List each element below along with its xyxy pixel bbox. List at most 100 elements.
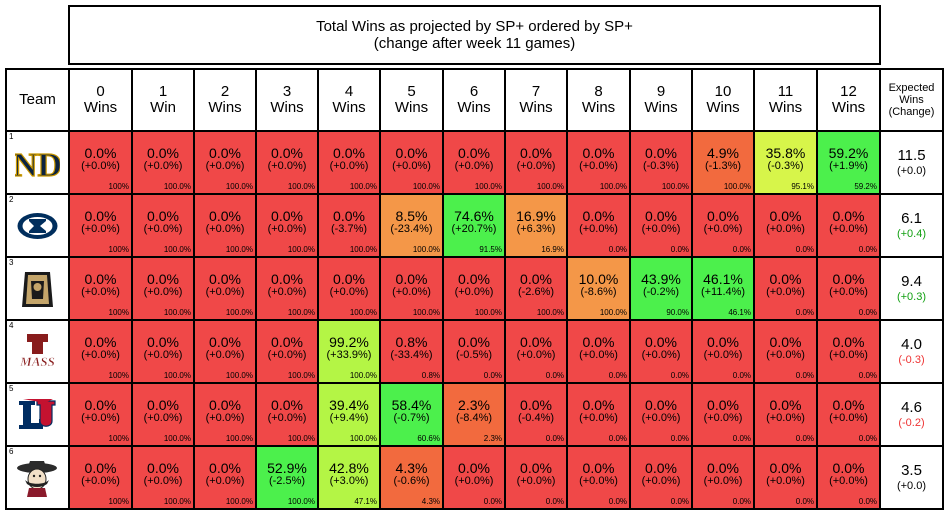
win-probability: 0.0% — [209, 208, 241, 224]
cumulative-probability: 0.0% — [483, 497, 502, 506]
cumulative-probability: 100% — [108, 434, 129, 443]
win-probability: 0.0% — [645, 334, 677, 350]
cumulative-probability: 0.0% — [545, 371, 564, 380]
win-probability-cell: 0.8% (-33.4%) 0.8% — [379, 319, 444, 384]
cumulative-probability: 100% — [108, 497, 129, 506]
probability-change: (+0.0%) — [267, 286, 307, 298]
win-probability: 0.0% — [582, 460, 615, 476]
win-probability: 0.0% — [832, 334, 865, 350]
probability-change: (+0.0%) — [81, 286, 120, 298]
win-probability-cell: 0.0% (+0.0%) 100.0% — [131, 382, 195, 447]
win-probability: 52.9% — [267, 460, 307, 476]
probability-change: (-0.5%) — [455, 349, 493, 361]
cumulative-probability: 0.8% — [421, 371, 440, 380]
cumulative-probability: 16.9% — [541, 245, 564, 254]
win-probability: 0.0% — [84, 397, 117, 413]
win-probability-cell: 0.0% (+0.0%) 100.0% — [504, 130, 568, 195]
win-column-number: 8 — [594, 83, 603, 100]
cumulative-probability: 0.0% — [858, 371, 877, 380]
win-probability: 0.0% — [582, 208, 615, 224]
win-probability-cell: 0.0% (-2.6%) 100.0% — [504, 256, 568, 321]
probability-change: (+0.0%) — [267, 160, 307, 172]
win-column-number: 7 — [531, 83, 541, 100]
win-probability: 0.0% — [769, 208, 802, 224]
probability-change: (+0.0%) — [81, 412, 120, 424]
probability-change: (+0.0%) — [329, 286, 369, 298]
cumulative-probability: 100.0% — [349, 308, 377, 317]
win-column-number: 6 — [469, 83, 479, 100]
expected-wins-change: (-0.2) — [898, 417, 925, 429]
win-probability-cell: 0.0% (+0.0%) 0.0% — [753, 193, 818, 258]
probability-change: (+0.0%) — [703, 349, 743, 361]
win-column-word: Wins — [332, 99, 366, 116]
probability-change: (+0.0%) — [579, 223, 618, 235]
win-probability-cell: 0.0% (-0.3%) 100.0% — [629, 130, 693, 195]
probability-change: (+0.0%) — [766, 349, 805, 361]
win-column-word: Wins — [581, 99, 616, 116]
probability-change: (-0.3%) — [767, 160, 804, 172]
win-probability: 0.0% — [832, 208, 865, 224]
cumulative-probability: 0.0% — [608, 434, 627, 443]
win-column-word: Wins — [706, 99, 740, 116]
win-probability: 0.0% — [147, 397, 179, 413]
cumulative-probability: 90.0% — [666, 308, 689, 317]
win-probability-cell: 0.0% (+0.0%) 0.0% — [753, 319, 818, 384]
win-probability: 0.0% — [769, 460, 802, 476]
cumulative-probability: 100.0% — [225, 371, 253, 380]
probability-change: (+0.0%) — [703, 475, 743, 487]
win-column-header: 1 Win — [131, 68, 195, 132]
probability-change: (+0.0%) — [143, 160, 183, 172]
chart-title-line2: (change after week 11 games) — [373, 35, 576, 52]
team-cell: 5 — [5, 382, 70, 447]
cumulative-probability: 0.0% — [483, 371, 502, 380]
probability-change: (+0.0%) — [579, 160, 618, 172]
win-probability-cell: 0.0% (+0.0%) 100.0% — [379, 256, 444, 321]
win-probability: 0.0% — [395, 145, 428, 161]
probability-change: (+0.0%) — [205, 475, 245, 487]
probability-change: (+0.0%) — [143, 223, 183, 235]
win-probability-cell: 0.0% (+0.0%) 100% — [68, 445, 133, 510]
probability-change: (+0.0%) — [766, 286, 805, 298]
probability-change: (+0.0%) — [267, 349, 307, 361]
cumulative-probability: 46.1% — [728, 308, 751, 317]
win-probability-cell: 0.0% (+0.0%) 0.0% — [816, 256, 881, 321]
win-column-header: 10 Wins — [691, 68, 755, 132]
probability-change: (+3.0%) — [329, 475, 369, 487]
win-probability-cell: 0.0% (+0.0%) 100.0% — [193, 319, 257, 384]
table-row: 2 0.0% (+0.0%) 100% 0.0% (+0.0%) 100.0% 0.0% (+0… — [5, 193, 944, 258]
win-column-number: 4 — [344, 83, 354, 100]
probability-change: (+0.0%) — [267, 223, 307, 235]
probability-change: (+0.0%) — [766, 412, 805, 424]
win-probability-cell: 0.0% (+0.0%) 100.0% — [131, 193, 195, 258]
notre-dame-logo: ND — [12, 143, 62, 184]
win-column-number: 5 — [407, 83, 416, 100]
cumulative-probability: 100% — [108, 182, 129, 191]
win-probability-cell: 58.4% (-0.7%) 60.6% — [379, 382, 444, 447]
probability-change: (-8.6%) — [580, 286, 617, 298]
win-probability: 39.4% — [329, 397, 369, 413]
probability-change: (+0.0%) — [329, 160, 369, 172]
win-probability-cell: 0.0% (+0.0%) 0.0% — [691, 193, 755, 258]
win-probability-cell: 2.3% (-8.4%) 2.3% — [442, 382, 506, 447]
win-probability-cell: 0.0% (+0.0%) 0.0% — [753, 256, 818, 321]
win-probability-cell: 0.0% (+0.0%) 100% — [68, 319, 133, 384]
probability-change: (+0.0%) — [205, 286, 245, 298]
expected-wins-cell: 4.6 (-0.2) — [879, 382, 944, 447]
win-probability: 0.0% — [582, 397, 615, 413]
cumulative-probability: 100.0% — [412, 182, 440, 191]
win-probability-cell: 0.0% (+0.0%) 0.0% — [442, 445, 506, 510]
win-column-header: 4 Wins — [317, 68, 381, 132]
probability-change: (+0.0%) — [143, 349, 183, 361]
cumulative-probability: 0.0% — [732, 434, 751, 443]
cumulative-probability: 100.0% — [163, 245, 191, 254]
cumulative-probability: 0.0% — [670, 497, 689, 506]
table-row: 3 0.0% (+0.0%) 100% 0.0% (+0.0%) 100.0% 0.0% (+0… — [5, 256, 944, 321]
win-probability-cell: 0.0% (+0.0%) 0.0% — [753, 382, 818, 447]
team-rank: 4 — [9, 321, 14, 330]
cumulative-probability: 100.0% — [349, 434, 377, 443]
cumulative-probability: 0.0% — [608, 371, 627, 380]
win-probability-cell: 0.0% (+0.0%) 100.0% — [442, 130, 506, 195]
win-probability-cell: 43.9% (-0.2%) 90.0% — [629, 256, 693, 321]
win-column-header: 7 Wins — [504, 68, 568, 132]
win-probability-cell: 0.0% (+0.0%) 0.0% — [691, 382, 755, 447]
